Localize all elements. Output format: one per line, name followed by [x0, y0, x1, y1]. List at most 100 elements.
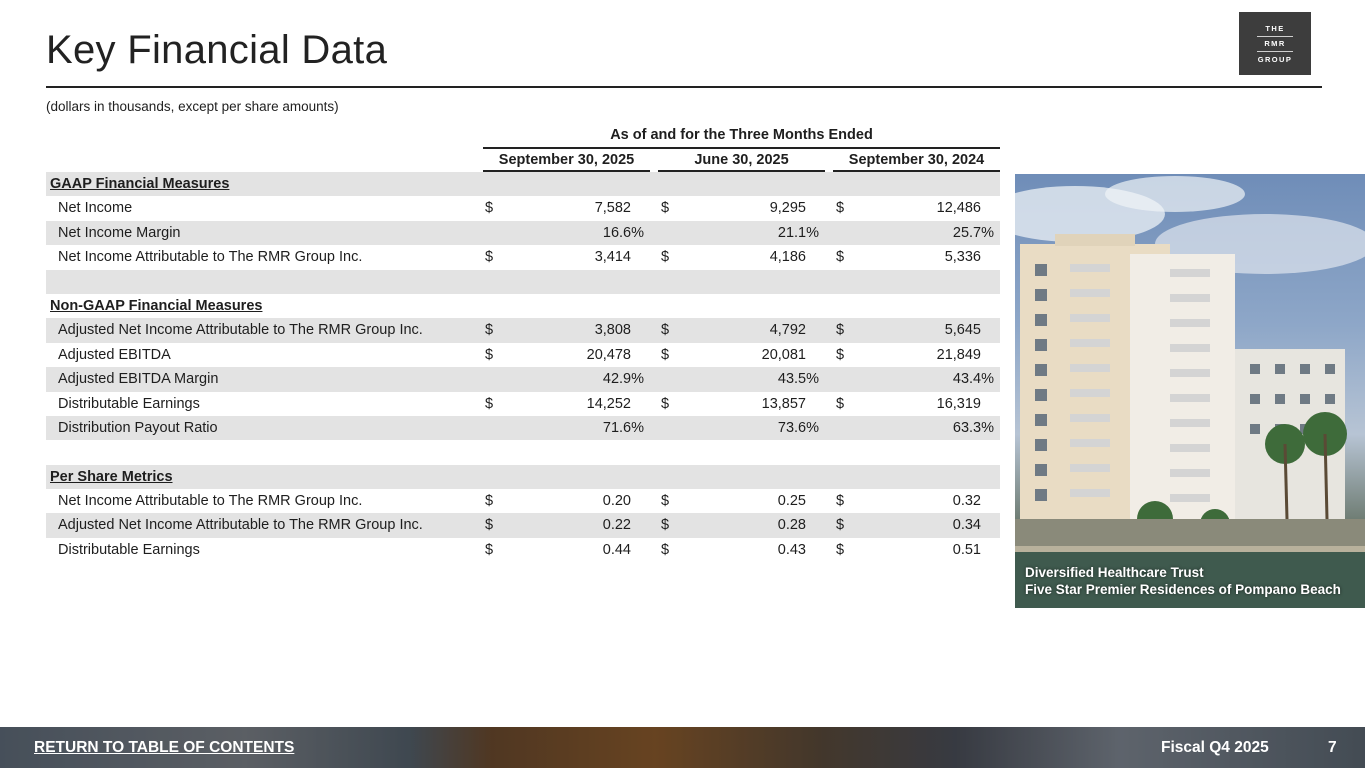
- row-label: Net Income: [58, 200, 133, 217]
- section-title: Non-GAAP Financial Measures: [50, 297, 263, 314]
- property-photo: Diversified Healthcare Trust Five Star P…: [1015, 174, 1365, 608]
- table-row: Distribution Payout Ratio 71.6% 73.6% 63.3%: [46, 415, 1000, 441]
- units-note: (dollars in thousands, except per share …: [46, 99, 339, 114]
- cell-value: 0.25: [777, 493, 806, 510]
- section-header-row: GAAP Financial Measures: [46, 172, 1000, 197]
- cell-value: 42.9%: [602, 371, 644, 388]
- currency-symbol: $: [661, 517, 670, 534]
- row-label: Net Income Attributable to The RMR Group…: [58, 249, 363, 266]
- table-row: [46, 269, 1000, 294]
- table-row: Net Income Margin 16.6% 21.1% 25.7%: [46, 220, 1000, 246]
- cell-value: 21.1%: [777, 224, 819, 241]
- cell-value: 20,081: [761, 346, 806, 363]
- page-title: Key Financial Data: [46, 28, 388, 72]
- title-divider: [46, 86, 1322, 88]
- cell-value: 0.20: [602, 493, 631, 510]
- table-row: Adjusted EBITDA $20,478 $20,081 $21,849: [46, 343, 1000, 367]
- logo-text-group: GROUP: [1257, 55, 1293, 64]
- currency-symbol: $: [661, 322, 670, 339]
- financial-table: GAAP Financial Measures Net Income $7,582 $…: [46, 172, 1000, 562]
- row-label: Net Income Margin: [58, 224, 181, 241]
- row-label: Distributable Earnings: [58, 395, 200, 412]
- row-label: Distribution Payout Ratio: [58, 419, 218, 436]
- currency-symbol: $: [485, 200, 494, 217]
- cell-value: 0.28: [777, 517, 806, 534]
- cell-value: 13,857: [761, 395, 806, 412]
- period-header: As of and for the Three Months Ended: [610, 127, 873, 143]
- logo-text-the: THE: [1265, 24, 1285, 33]
- cell-value: 16.6%: [602, 224, 644, 241]
- section-title: Per Share Metrics: [50, 468, 173, 485]
- currency-symbol: $: [836, 395, 845, 412]
- cell-value: 0.44: [602, 541, 631, 558]
- cell-value: 73.6%: [777, 419, 819, 436]
- fiscal-period-label: Fiscal Q4 2025: [1161, 739, 1269, 756]
- row-label: Net Income Attributable to The RMR Group…: [58, 493, 363, 510]
- cell-value: 7,582: [594, 200, 631, 217]
- section-title: GAAP Financial Measures: [50, 176, 230, 192]
- cell-value: 0.34: [952, 517, 981, 534]
- currency-symbol: $: [661, 346, 670, 363]
- cell-value: 16,319: [936, 395, 981, 412]
- currency-symbol: $: [836, 541, 845, 558]
- currency-symbol: $: [836, 200, 845, 217]
- cell-value: 25.7%: [952, 224, 994, 241]
- table-row: Adjusted EBITDA Margin 42.9% 43.5% 43.4%: [46, 367, 1000, 392]
- photo-caption: Diversified Healthcare Trust Five Star P…: [1025, 564, 1341, 598]
- currency-symbol: $: [485, 249, 494, 266]
- currency-symbol: $: [836, 346, 845, 363]
- page-number: 7: [1328, 739, 1337, 756]
- caption-property: Five Star Premier Residences of Pompano …: [1025, 582, 1341, 597]
- cell-value: 4,186: [769, 249, 806, 266]
- currency-symbol: $: [485, 346, 494, 363]
- section-header-row: Non-GAAP Financial Measures: [46, 294, 1000, 318]
- currency-symbol: $: [485, 395, 494, 412]
- cell-value: 12,486: [936, 200, 981, 217]
- footer-bar: RETURN TO TABLE OF CONTENTS Fiscal Q4 20…: [0, 727, 1365, 768]
- cell-value: 0.22: [602, 517, 631, 534]
- footer-overlay: [0, 727, 1365, 768]
- currency-symbol: $: [485, 322, 494, 339]
- table-row: Net Income Attributable to The RMR Group…: [46, 489, 1000, 513]
- section-header-row: Per Share Metrics: [46, 464, 1000, 490]
- period-divider: [483, 147, 1000, 149]
- column-header-sep-2025: September 30, 2025: [483, 152, 650, 172]
- table-row: Adjusted Net Income Attributable to The …: [46, 318, 1000, 343]
- cell-value: 21,849: [936, 346, 981, 363]
- caption-company: Diversified Healthcare Trust: [1025, 565, 1204, 580]
- return-to-toc-link[interactable]: RETURN TO TABLE OF CONTENTS: [34, 739, 295, 756]
- cell-value: 14,252: [586, 395, 631, 412]
- cell-value: 3,414: [594, 249, 631, 266]
- cell-value: 71.6%: [602, 419, 644, 436]
- table-row: Net Income Attributable to The RMR Group…: [46, 245, 1000, 269]
- cell-value: 5,645: [944, 322, 981, 339]
- cell-value: 0.51: [952, 541, 981, 558]
- currency-symbol: $: [661, 493, 670, 510]
- row-label: Adjusted EBITDA: [58, 346, 171, 363]
- row-label: Distributable Earnings: [58, 541, 200, 558]
- column-header-jun-2025: June 30, 2025: [658, 152, 825, 172]
- cell-value: 9,295: [769, 200, 806, 217]
- logo-rule-top: [1257, 36, 1293, 37]
- currency-symbol: $: [661, 395, 670, 412]
- currency-symbol: $: [661, 541, 670, 558]
- currency-symbol: $: [485, 541, 494, 558]
- cell-value: 3,808: [594, 322, 631, 339]
- row-label: Adjusted EBITDA Margin: [58, 371, 219, 388]
- currency-symbol: $: [485, 517, 494, 534]
- rmr-logo: THE RMR GROUP: [1239, 12, 1311, 75]
- table-row: Adjusted Net Income Attributable to The …: [46, 513, 1000, 538]
- cell-value: 5,336: [944, 249, 981, 266]
- logo-text-rmr: RMR: [1264, 39, 1286, 48]
- row-label: Adjusted Net Income Attributable to The …: [58, 322, 423, 339]
- building-illustration: [1015, 176, 1365, 608]
- currency-symbol: $: [836, 493, 845, 510]
- column-header-sep-2024: September 30, 2024: [833, 152, 1000, 172]
- currency-symbol: $: [661, 200, 670, 217]
- table-row: [46, 440, 1000, 464]
- table-row: Distributable Earnings $14,252 $13,857 $16,…: [46, 392, 1000, 416]
- table-row: Distributable Earnings $0.44 $0.43 $0.51: [46, 538, 1000, 562]
- currency-symbol: $: [661, 249, 670, 266]
- cell-value: 4,792: [769, 322, 806, 339]
- cell-value: 43.5%: [777, 371, 819, 388]
